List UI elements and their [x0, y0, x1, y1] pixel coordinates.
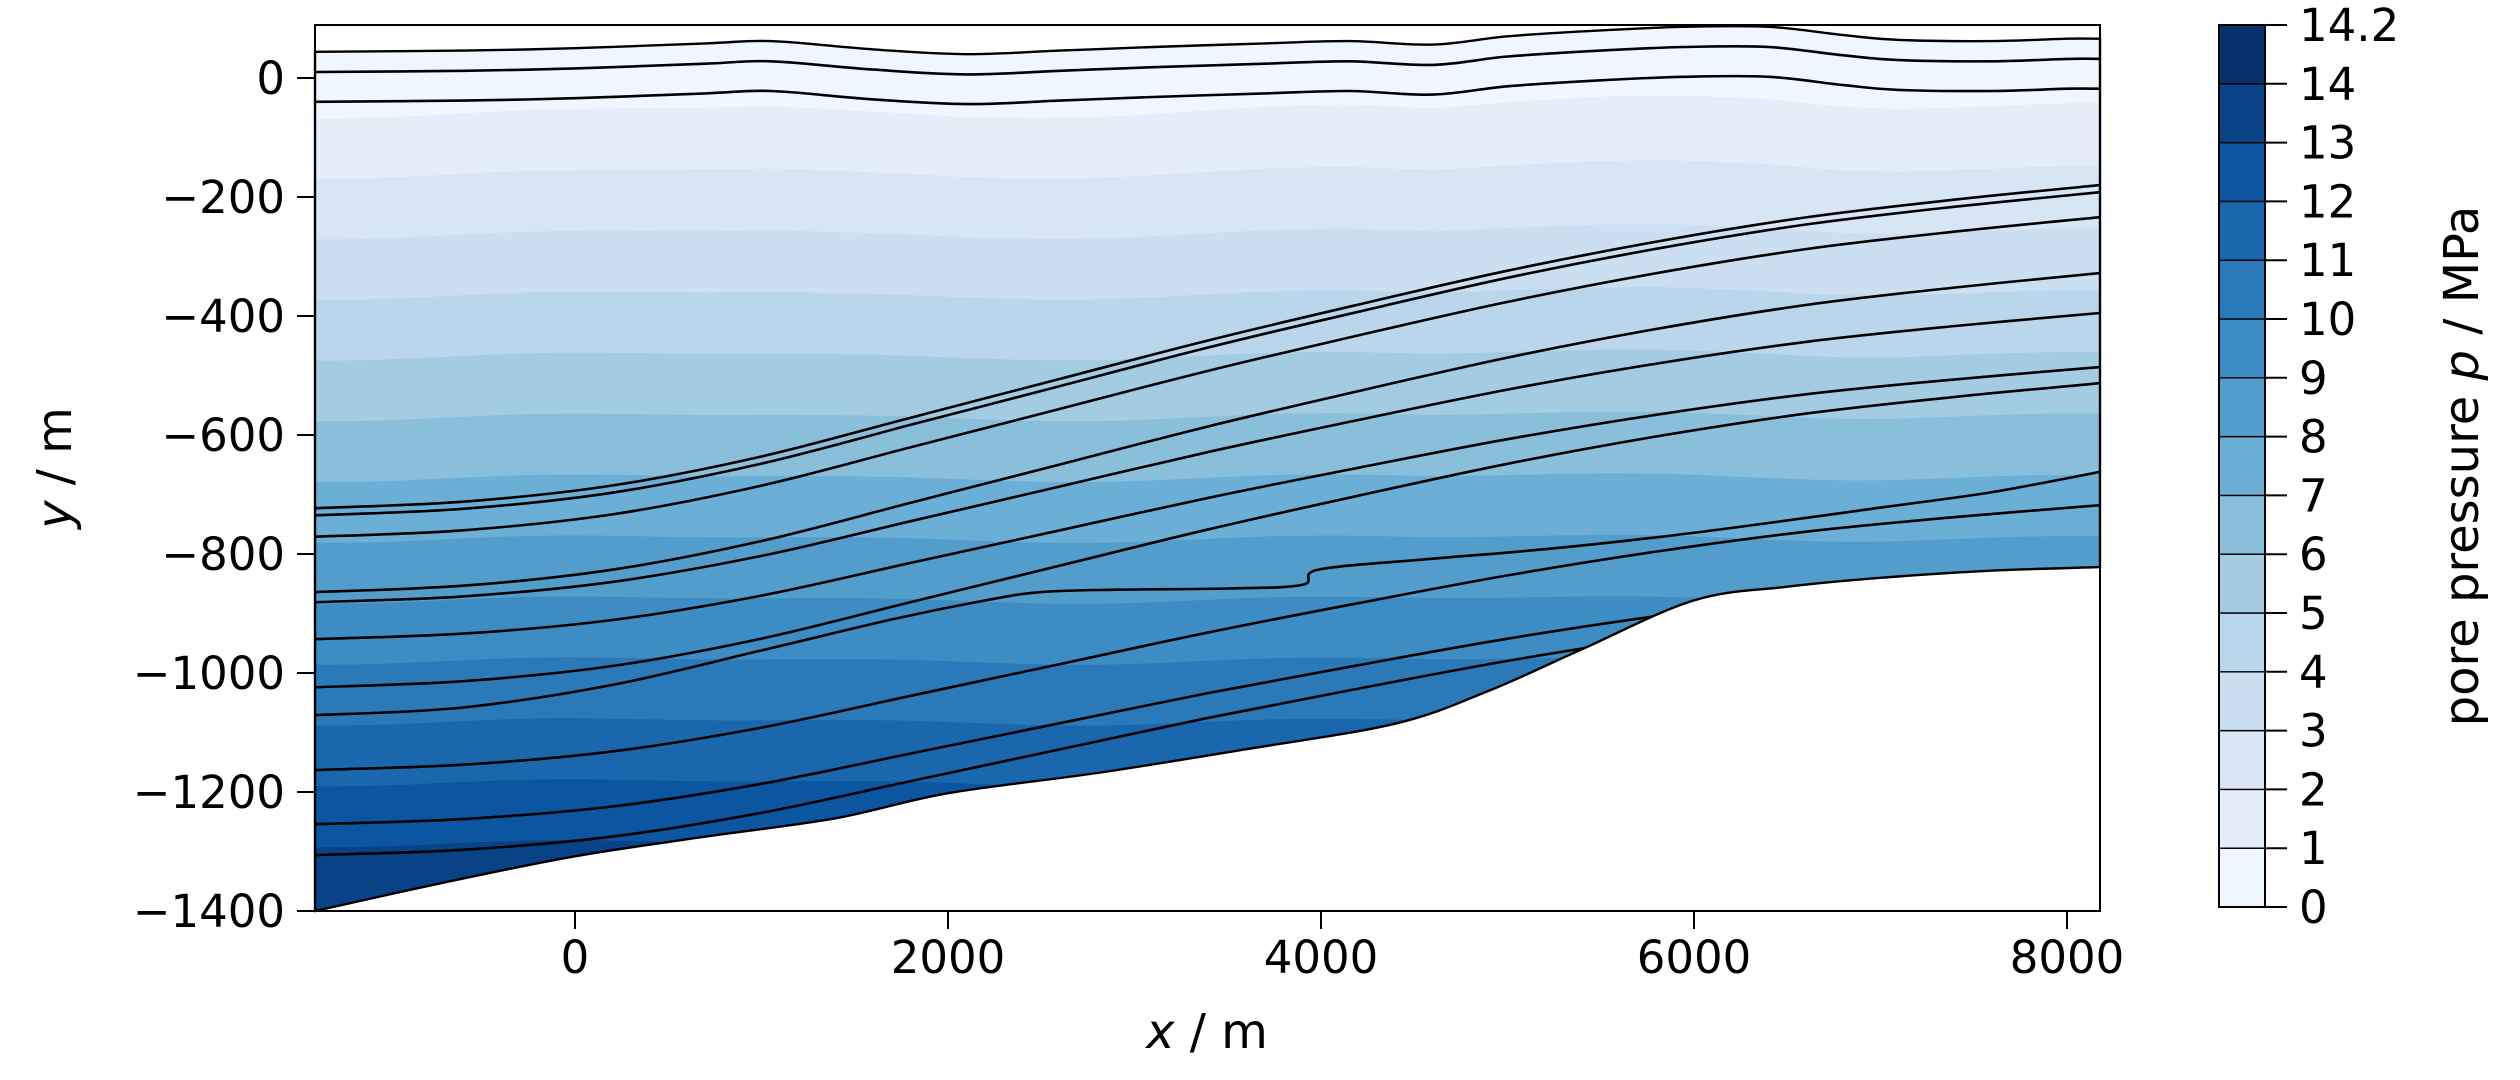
- colorbar-tick-label: 2: [2299, 763, 2328, 816]
- colorbar-tick-label: 14: [2299, 58, 2356, 111]
- stepped-horizon-line: [315, 470, 2100, 717]
- colorbar-segment: [2218, 729, 2266, 791]
- colorbar-segment: [2218, 435, 2266, 497]
- x-axis-label-units: / m: [1174, 1004, 1268, 1060]
- colorbar-tick-label: 10: [2299, 293, 2356, 346]
- colorbar-tick-label: 12: [2299, 175, 2356, 228]
- colorbar-tick-label: 13: [2299, 117, 2356, 170]
- y-tick-label: −1000: [133, 647, 285, 700]
- monocline-horizon-line: [315, 365, 2100, 641]
- colorbar-tick-label: 7: [2299, 469, 2328, 522]
- monocline-horizon-line: [315, 215, 2100, 538]
- y-tick-label: −400: [161, 290, 285, 343]
- x-axis-label-variable: x: [1146, 1004, 1175, 1060]
- colorbar-tick-label: 3: [2299, 705, 2328, 758]
- y-tick-label: 0: [256, 52, 285, 105]
- y-axis-label: y / m: [27, 407, 83, 529]
- monocline-horizon-line: [315, 183, 2100, 510]
- y-tick-label: −800: [161, 528, 285, 581]
- near-surface-horizon-line: [315, 74, 2100, 106]
- y-axis-label-units: / m: [27, 407, 83, 501]
- colorbar-tick-label: 8: [2299, 411, 2328, 464]
- colorbar-segment: [2218, 553, 2266, 614]
- colorbar-segment: [2218, 141, 2266, 203]
- y-tick-label: −200: [161, 171, 285, 224]
- x-tick-label: 6000: [1637, 931, 1752, 984]
- colorbar-label-units: / MPa: [2434, 205, 2490, 350]
- tick-labels: 0 2000 4000 6000 8000 0 −200 −400 −600 −800 −1000 −…: [133, 52, 2124, 984]
- colorbar-segment: [2218, 788, 2266, 849]
- monocline-horizon-line: [315, 271, 2100, 594]
- x-tick-label: 0: [561, 931, 590, 984]
- near-surface-horizon-line: [315, 44, 2100, 76]
- colorbar-segment: [2218, 200, 2266, 261]
- colorbar-segment: [2218, 671, 2266, 732]
- monocline-horizon-line: [315, 381, 2100, 689]
- monocline-horizon-line: [315, 190, 2100, 517]
- tick-marks: [297, 76, 2068, 929]
- monocline-horizon-line: [315, 311, 2100, 604]
- colorbar-frame: [2218, 24, 2266, 908]
- colorbar-segment: [2218, 847, 2266, 908]
- y-axis-label-variable: y: [27, 500, 83, 529]
- colorbar-tick-label: 0: [2299, 881, 2328, 934]
- colorbar-segment: [2218, 494, 2266, 555]
- x-tick-label: 4000: [1264, 931, 1379, 984]
- colorbar-tick-label: 9: [2299, 352, 2328, 405]
- x-axis-label: x / m: [1146, 1008, 1268, 1056]
- colorbar-segment: [2218, 612, 2266, 673]
- y-tick-label: −1200: [133, 766, 285, 819]
- colorbar-segment: [2218, 318, 2266, 379]
- colorbar-label-text: pore pressure: [2434, 380, 2490, 727]
- x-tick-label: 8000: [2010, 931, 2125, 984]
- colorbar-segment: [2218, 377, 2266, 438]
- axes-frame: [314, 24, 2101, 912]
- colorbar-tick-label: 1: [2299, 822, 2328, 875]
- colorbar-tick-label: 4: [2299, 646, 2328, 699]
- colorbar-tick-label: 6: [2299, 528, 2328, 581]
- x-tick-label: 2000: [891, 931, 1006, 984]
- colorbar-tick-label: 5: [2299, 587, 2328, 640]
- y-tick-label: −600: [161, 409, 285, 462]
- y-tick-label: −1400: [133, 885, 285, 938]
- monocline-horizon-line: [315, 503, 2100, 772]
- colorbar-segment: [2218, 24, 2266, 85]
- colorbar-segment: [2218, 259, 2266, 320]
- colorbar-segment: [2218, 83, 2266, 144]
- colorbar-tick-label: 14.2: [2299, 0, 2399, 52]
- colorbar-tick-label: 11: [2299, 234, 2356, 287]
- colorbar-label-variable: p: [2434, 349, 2490, 381]
- domain-outline: [313, 24, 2102, 913]
- colorbar-label: pore pressure p / MPa: [2434, 206, 2490, 727]
